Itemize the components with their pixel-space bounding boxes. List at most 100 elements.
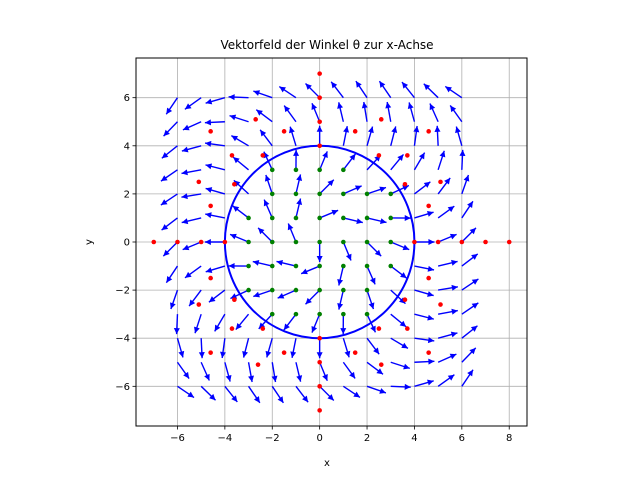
arrow-head (194, 326, 200, 334)
y-tick-label: −2 (115, 286, 130, 297)
field-arrow (276, 259, 297, 267)
field-arrow (461, 200, 474, 219)
field-arrow (305, 83, 321, 99)
arrow-head (293, 149, 300, 156)
field-arrow (414, 379, 434, 387)
field-arrow (204, 239, 225, 245)
arrow-head (163, 249, 170, 257)
field-arrow (423, 83, 439, 99)
inner-point (293, 287, 299, 293)
arrow-head (160, 175, 168, 182)
field-arrow (342, 385, 361, 398)
field-arrow (366, 289, 375, 310)
arrow-head (337, 102, 344, 109)
arrow-head (161, 224, 169, 231)
field-arrow (437, 331, 458, 339)
outer-point (281, 129, 287, 134)
arrow-head (181, 193, 188, 200)
field-arrow (366, 265, 376, 285)
field-arrow (437, 259, 458, 267)
arrow-head (187, 391, 195, 398)
field-arrow (330, 81, 344, 99)
outer-point (426, 203, 431, 209)
x-tick-label: 0 (316, 433, 322, 444)
arrow-head (447, 374, 455, 381)
outer-point (402, 297, 408, 303)
inner-point (341, 287, 346, 293)
field-arrow (414, 239, 435, 245)
arrow-head (463, 175, 470, 182)
arrow-head (184, 271, 192, 278)
arrow-head (231, 135, 239, 142)
arrow-head (205, 212, 212, 219)
field-arrow (361, 101, 368, 122)
arrow-head (231, 395, 238, 402)
arrow-head (189, 299, 196, 307)
field-arrow (300, 265, 320, 275)
field-arrow (438, 308, 458, 315)
arrow-head (467, 201, 473, 208)
field-arrow (342, 153, 357, 171)
arrow-head (182, 244, 190, 251)
field-arrow (461, 174, 470, 195)
field-arrow (437, 233, 457, 243)
inner-point (341, 311, 346, 317)
arrow-head (302, 395, 309, 403)
outer-point (426, 129, 431, 134)
x-axis-label: x (324, 458, 330, 469)
arrow-head (173, 328, 180, 335)
arrow-head (447, 206, 455, 213)
arrow-head (404, 383, 411, 390)
outer-point (376, 326, 382, 331)
arrow-head (391, 126, 398, 133)
arrow-head (305, 83, 312, 90)
outer-point (175, 239, 180, 245)
outer-point (260, 153, 266, 158)
arrow-head (379, 388, 386, 394)
arrow-head (161, 152, 169, 159)
field-arrow (319, 361, 328, 382)
outer-point (402, 181, 408, 187)
inner-point (293, 263, 299, 269)
field-arrow (366, 186, 387, 195)
arrow-head (263, 151, 270, 159)
outer-point (506, 239, 512, 245)
chart-title: Vektorfeld der Winkel θ zur x-Achse (220, 38, 433, 52)
inner-point (293, 191, 299, 197)
arrow-head (160, 199, 168, 206)
outer-point (208, 129, 213, 134)
field-arrow (163, 121, 178, 137)
field-arrow (232, 156, 250, 171)
inner-point (388, 239, 394, 245)
arrow-head (426, 211, 434, 217)
field-arrow (287, 223, 297, 243)
arrow-head (399, 320, 407, 327)
field-arrow (437, 374, 455, 387)
outer-point (483, 239, 488, 245)
arrow-head (368, 302, 375, 310)
field-arrow (200, 361, 210, 381)
arrow-head (423, 181, 431, 188)
arrow-head (337, 303, 344, 310)
field-arrow (390, 153, 405, 171)
outer-point (317, 408, 322, 413)
field-arrow (235, 313, 250, 331)
field-arrow (461, 369, 474, 387)
field-arrow (461, 325, 478, 339)
arrow-head (204, 239, 211, 245)
field-arrow (205, 265, 226, 273)
field-arrow (229, 233, 249, 243)
arrow-head (385, 102, 392, 109)
arrow-head (209, 393, 216, 401)
outer-point (426, 275, 431, 281)
field-arrow (184, 97, 202, 110)
field-arrow (390, 313, 407, 328)
field-arrow (407, 102, 416, 122)
field-arrow (181, 193, 202, 200)
inner-point (364, 191, 370, 197)
arrow-head (256, 109, 263, 116)
field-arrow (242, 338, 250, 358)
arrow-head (343, 126, 350, 133)
arrow-head (413, 125, 420, 133)
arrow-head (260, 129, 267, 137)
